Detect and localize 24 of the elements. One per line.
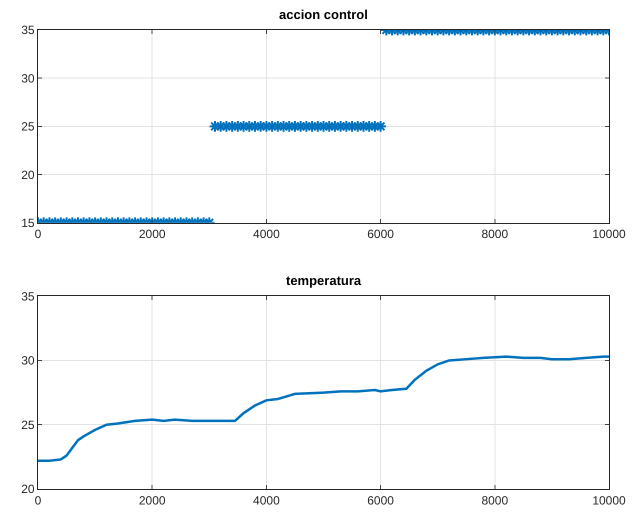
x-tick-label: 10000 [592,227,626,242]
x-tick-label: 8000 [481,227,508,242]
y-tick-label: 30 [21,354,35,368]
chart-title: temperatura [286,273,362,288]
x-tick-label: 4000 [253,227,280,242]
x-tick-label: 10000 [592,493,626,508]
x-tick-label: 6000 [367,227,394,242]
x-tick-label: 6000 [367,493,394,508]
x-tick-label: 2000 [138,493,166,508]
x-tick-label: 4000 [253,493,280,508]
x-tick-label: 0 [34,493,42,508]
x-tick-label: 0 [34,227,42,242]
y-tick-label: 30 [21,71,35,86]
y-tick-label: 35 [21,23,35,38]
x-tick-label: 8000 [481,493,508,508]
y-tick-label: 25 [21,120,35,134]
y-tick-label: 25 [21,418,35,432]
line-series [38,355,609,462]
y-tick-label: 20 [21,168,35,182]
x-tick-label: 2000 [138,227,166,242]
chart-title: accion control [279,7,368,22]
y-tick-label: 15 [21,216,35,230]
y-tick-label: 20 [21,482,35,496]
y-tick-label: 35 [21,289,35,304]
